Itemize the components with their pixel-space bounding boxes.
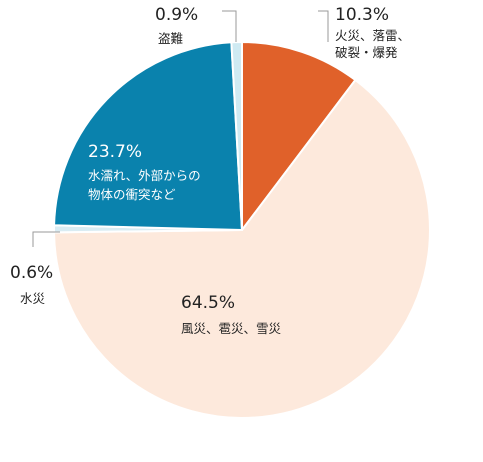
leader-line-theft [222,10,237,42]
slice-label-water-damage-text-1: 水濡れ、外部からの [88,168,201,183]
slice-label-water-damage-percent: 23.7% [88,142,142,162]
pie-slice-theft [230,40,243,231]
slice-label-water-damage-text-2: 物体の衝突など [88,187,176,202]
pie-slice-wind-hail-snow [52,78,431,419]
slice-label-wind-text: 風災、雹災、雪災 [181,321,282,336]
slice-label-flood-text: 水災 [20,291,46,306]
slice-label-fire-text-2: 破裂・爆発 [335,45,398,60]
pie-slice-fire [241,40,357,233]
slice-label-flood-percent: 0.6% [10,263,53,283]
slice-label-theft-percent: 0.9% [155,5,198,25]
pie-slice-water-damage [53,41,244,232]
slice-label-fire-text-1: 火災、落雷、 [335,28,410,43]
leader-line-flood [32,231,60,247]
leader-line-fire [318,10,329,42]
slice-label-theft-text: 盗難 [158,31,183,46]
slice-label-fire-percent: 10.3% [335,5,389,25]
slice-label-wind-percent: 64.5% [181,293,235,313]
